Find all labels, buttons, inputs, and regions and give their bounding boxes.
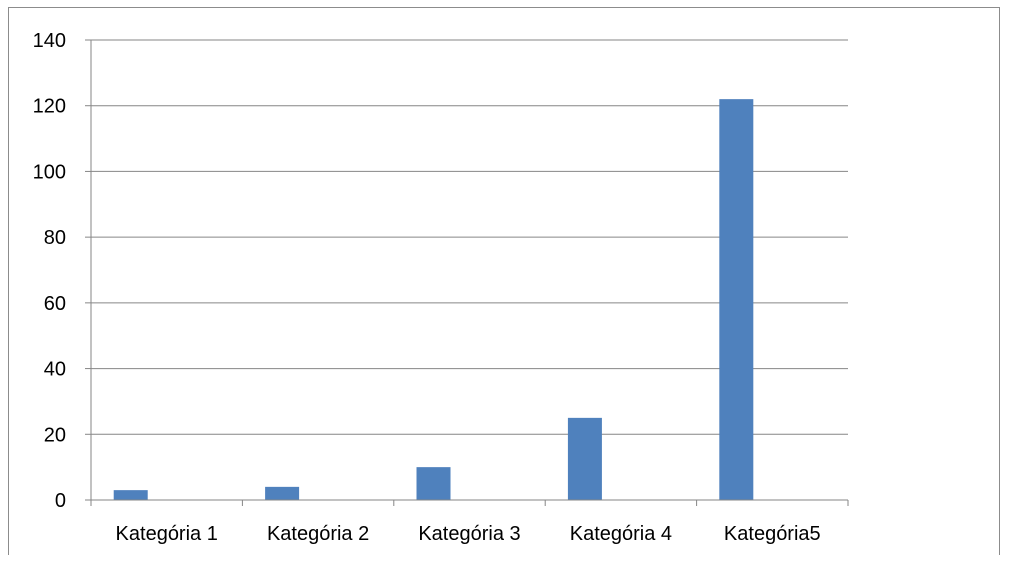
- bar: [113, 490, 148, 500]
- y-tick-label: 100: [33, 161, 66, 183]
- y-tick-label: 80: [44, 227, 66, 249]
- y-tick-label: 140: [33, 30, 66, 52]
- x-tick-label: Kategória 4: [570, 523, 672, 545]
- y-tick-label: 0: [55, 490, 66, 512]
- x-axis-tick-labels: Kategória 1 Kategória 2 Kategória 3 Kategór…: [116, 523, 821, 545]
- y-axis-tick-labels: 0 20 40 60 80 100 120 140: [33, 30, 66, 512]
- y-tick-label: 60: [44, 293, 66, 315]
- chart-frame: [8, 7, 1000, 555]
- bar: [719, 99, 754, 501]
- x-tick-label: Kategória 3: [418, 523, 520, 545]
- y-tick-label: 20: [44, 424, 66, 446]
- y-tick-label: 120: [33, 96, 66, 118]
- bar: [265, 486, 300, 500]
- axes: [85, 39, 849, 506]
- bar: [567, 417, 602, 500]
- x-tick-label: Kategória 1: [116, 523, 218, 545]
- bar: [416, 467, 451, 500]
- x-tick-label: Kategória5: [724, 523, 821, 545]
- x-tick-label: Kategória 2: [267, 523, 369, 545]
- bars: [113, 99, 754, 501]
- y-tick-label: 40: [44, 359, 66, 381]
